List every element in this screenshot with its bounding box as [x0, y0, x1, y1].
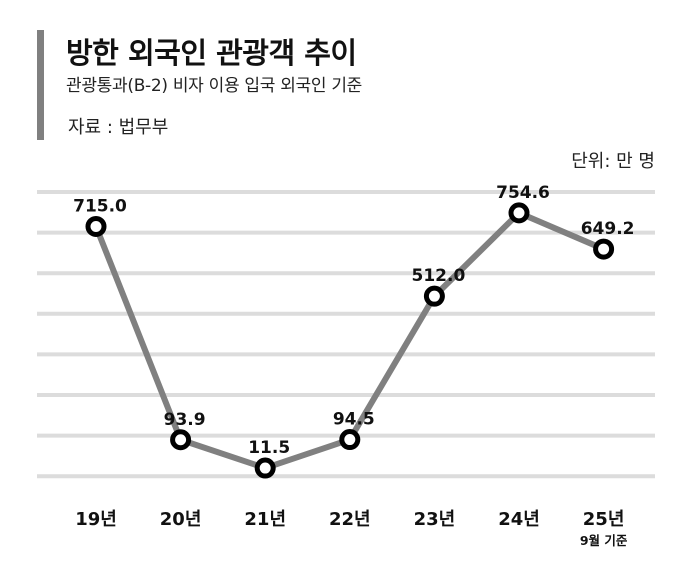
chart-title: 방한 외국인 관광객 추이 [66, 36, 357, 70]
data-point-marker [508, 202, 530, 224]
value-label: 93.9 [164, 410, 206, 430]
x-tick-label: 24년 [498, 509, 540, 530]
value-label: 649.2 [581, 219, 635, 239]
value-label: 11.5 [248, 438, 290, 458]
data-point-marker [170, 429, 192, 451]
x-tick-label: 23년 [414, 509, 456, 530]
x-tick-label: 20년 [160, 509, 202, 530]
data-point-marker [339, 429, 361, 451]
chart-subtitle: 관광통과(B-2) 비자 이용 입국 외국인 기준 [66, 76, 362, 96]
x-tick-label: 22년 [329, 509, 371, 530]
value-label: 512.0 [412, 266, 466, 286]
data-markers [85, 202, 615, 479]
gridlines [37, 190, 655, 479]
data-point-marker [593, 238, 615, 260]
source-note: 자료 : 법무부 [68, 117, 169, 138]
value-label: 94.5 [333, 410, 375, 430]
accent-bar [37, 30, 44, 140]
x-axis-labels: 19년 20년 21년 22년 23년 24년 25년 9월 기준 [75, 509, 628, 548]
data-point-marker [423, 285, 445, 307]
x-tick-label: 21년 [244, 509, 286, 530]
x-tick-label: 25년 [583, 509, 625, 530]
unit-label: 단위: 만 명 [571, 151, 655, 172]
value-label: 754.6 [496, 183, 550, 203]
data-point-marker [85, 215, 107, 237]
value-label: 715.0 [73, 196, 127, 216]
data-point-marker [254, 457, 276, 479]
x-tick-label: 19년 [75, 509, 117, 530]
value-labels: 715.0 93.9 11.5 94.5 512.0 754.6 649.2 [73, 183, 634, 458]
x-tick-note: 9월 기준 [580, 533, 628, 548]
